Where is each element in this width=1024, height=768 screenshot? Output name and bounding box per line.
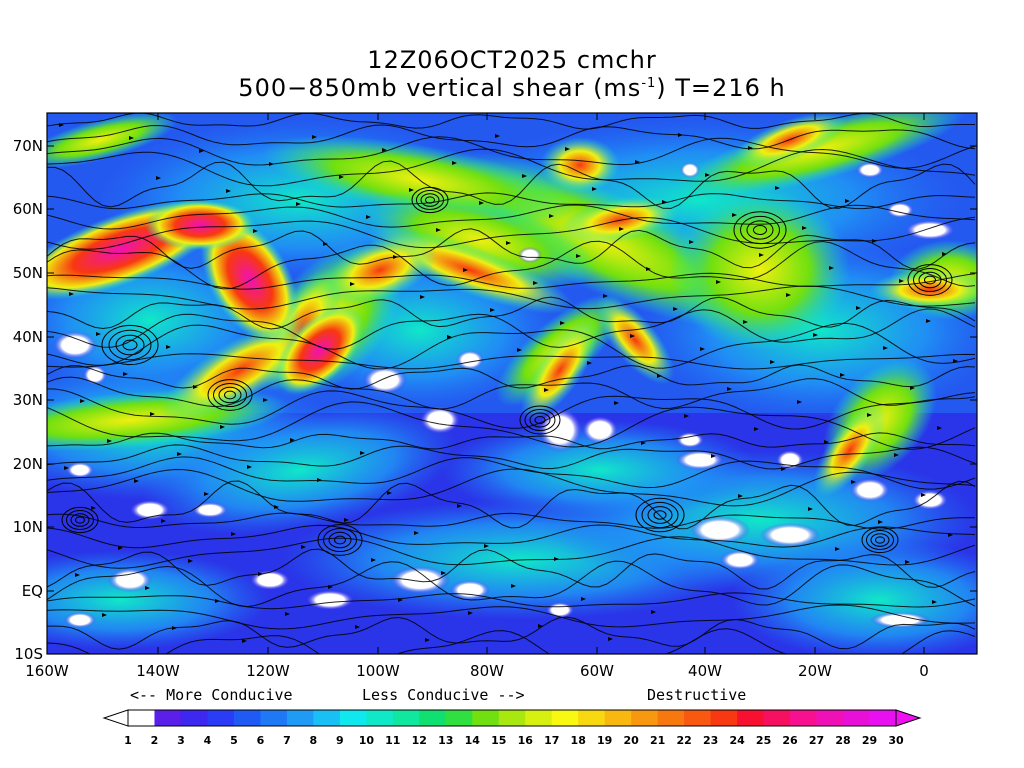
- colorbar-tick-label: 20: [624, 734, 640, 747]
- colorbar-tick-label: 24: [729, 734, 745, 747]
- colorbar-swatch: [604, 710, 632, 726]
- lat-tick-label: 30N: [13, 391, 43, 409]
- colorbar-tick-label: 19: [597, 734, 612, 747]
- less-conducive-label: Less Conducive -->: [362, 686, 525, 704]
- axis-ticks: 160W 140W 120W 100W 80W 60W 40W 20W 0 10S EQ 10N 20N…: [13, 113, 977, 680]
- colorbar-tick-label: 17: [544, 734, 559, 747]
- colorbar-tick-label: 5: [230, 734, 238, 747]
- colorbar-tick-label: 4: [204, 734, 212, 747]
- colorbar-swatch: [339, 710, 367, 726]
- lat-tick-label: 70N: [13, 137, 43, 155]
- colorbar-swatch: [578, 710, 606, 726]
- colorbar-tick-label: 30: [888, 734, 904, 747]
- colorbar-tick-label: 9: [336, 734, 344, 747]
- map-frame: [46, 112, 978, 655]
- lat-tick-label: 20N: [13, 455, 43, 473]
- colorbar-swatch: [472, 710, 500, 726]
- colorbar-tick-label: 25: [756, 734, 771, 747]
- map-title: 12Z06OCT2025 cmchr: [367, 46, 657, 74]
- colorbar-tick-label: 12: [412, 734, 427, 747]
- colorbar-swatch: [551, 710, 579, 726]
- lat-tick-label: 10N: [13, 518, 43, 536]
- colorbar-swatch: [419, 710, 447, 726]
- colorbar-swatch: [869, 710, 897, 726]
- colorbar-swatch: [631, 710, 659, 726]
- colorbar-swatch: [260, 710, 288, 726]
- lat-tick-label: EQ: [22, 582, 43, 600]
- colorbar-swatch: [843, 710, 871, 726]
- more-conducive-label: <-- More Conducive: [130, 686, 293, 704]
- colorbar-swatch: [366, 710, 394, 726]
- colorbar-tick-label: 21: [650, 734, 665, 747]
- colorbar-tick-label: 1: [124, 734, 132, 747]
- shear-field: [47, 113, 977, 654]
- colorbar-tick-label: 11: [385, 734, 400, 747]
- colorbar-swatch: [498, 710, 526, 726]
- colorbar-tick-label: 15: [491, 734, 506, 747]
- colorbar-tick-label: 22: [676, 734, 691, 747]
- lon-tick-label: 40W: [688, 662, 722, 680]
- colorbar-tick-label: 6: [257, 734, 265, 747]
- lon-tick-label: 0: [919, 662, 929, 680]
- colorbar-tick-label: 10: [359, 734, 375, 747]
- lon-tick-label: 160W: [25, 662, 69, 680]
- colorbar-swatch: [286, 710, 314, 726]
- colorbar-tick-label: 2: [151, 734, 159, 747]
- lat-tick-label: 10S: [14, 645, 43, 663]
- colorbar-swatch: [207, 710, 235, 726]
- colorbar-swatch: [763, 710, 791, 726]
- lon-tick-label: 20W: [798, 662, 832, 680]
- colorbar-max-arrow: [895, 709, 922, 727]
- colorbar-tick-label: 18: [571, 734, 586, 747]
- colorbar-swatch: [313, 710, 341, 726]
- colorbar-tick-label: 7: [283, 734, 291, 747]
- colorbar-tick-label: 13: [438, 734, 453, 747]
- colorbar-swatch: [128, 710, 155, 726]
- colorbar-tick-label: 14: [465, 734, 481, 747]
- lon-tick-label: 120W: [246, 662, 290, 680]
- colorbar-swatch: [737, 710, 765, 726]
- colorbar-tick-label: 8: [310, 734, 318, 747]
- colorbar-tick-label: 28: [835, 734, 850, 747]
- colorbar-swatch: [710, 710, 738, 726]
- colorbar-swatch: [790, 710, 818, 726]
- colorbar: 1 2 3 4 5 6 7 8 9 10 11 12 13 14 15 16 17 18 19 20 21 22 23 24 2…: [102, 709, 922, 747]
- lat-tick-label: 60N: [13, 200, 43, 218]
- colorbar-swatch: [445, 710, 473, 726]
- colorbar-tick-label: 26: [782, 734, 798, 747]
- lon-tick-label: 60W: [580, 662, 614, 680]
- colorbar-swatch: [392, 710, 420, 726]
- colorbar-swatch: [525, 710, 553, 726]
- colorbar-min-arrow: [102, 709, 129, 727]
- lat-tick-label: 50N: [13, 264, 43, 282]
- lat-tick-label: 40N: [13, 328, 43, 346]
- colorbar-tick-label: 23: [703, 734, 718, 747]
- map-subtitle: 500−850mb vertical shear (ms-1) T=216 h: [238, 74, 786, 102]
- lon-tick-label: 140W: [136, 662, 180, 680]
- colorbar-tick-label: 29: [862, 734, 877, 747]
- colorbar-swatch: [180, 710, 208, 726]
- colorbar-tick-label: 3: [177, 734, 185, 747]
- colorbar-swatch: [816, 710, 844, 726]
- colorbar-tick-label: 16: [518, 734, 534, 747]
- destructive-label: Destructive: [647, 686, 747, 704]
- lon-tick-label: 80W: [470, 662, 504, 680]
- lon-tick-label: 100W: [356, 662, 400, 680]
- colorbar-swatch: [657, 710, 685, 726]
- colorbar-tick-label: 27: [809, 734, 824, 747]
- colorbar-swatch: [233, 710, 261, 726]
- colorbar-swatch: [154, 710, 182, 726]
- colorbar-swatch: [684, 710, 712, 726]
